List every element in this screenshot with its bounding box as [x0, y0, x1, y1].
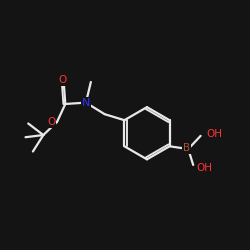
- Text: O: O: [58, 75, 67, 85]
- Text: N: N: [82, 98, 90, 108]
- Text: B: B: [183, 144, 190, 154]
- Text: OH: OH: [196, 163, 212, 173]
- Text: O: O: [47, 118, 55, 128]
- Text: OH: OH: [207, 129, 223, 139]
